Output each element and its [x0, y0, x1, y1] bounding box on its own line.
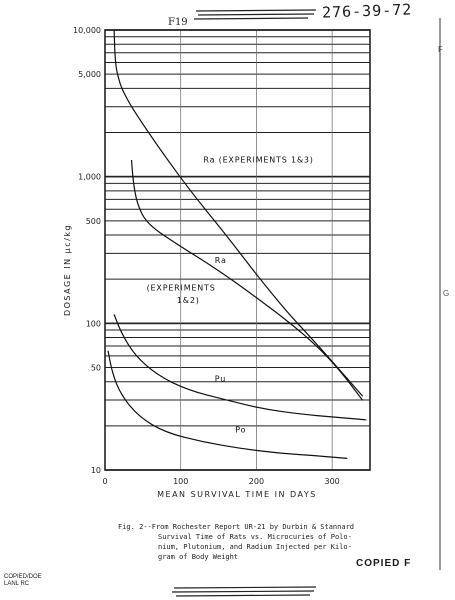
- plot-frame: [104, 29, 371, 471]
- x-tick-label: 300: [325, 477, 340, 486]
- y-axis-ticks: 10 50 100 500 1,000 5,000 10,000: [73, 26, 101, 475]
- series-labels: Ra (EXPERIMENTS 1&3) Ra (EXPERIMENTS 1&2) Pu…: [147, 155, 313, 435]
- margin-mark-corner: F: [438, 45, 443, 54]
- series-annotation: 1&2): [177, 296, 200, 305]
- y-tick-label: 500: [86, 217, 101, 226]
- y-tick-label: 5,000: [78, 70, 101, 79]
- copied-stamp-left: COPIED/DOE LANL RC: [4, 574, 42, 587]
- series-line-1: [130, 159, 364, 401]
- data-series: [107, 29, 367, 459]
- caption-line: Fig. 2--From Rochester Report UR-21 by D…: [118, 523, 355, 531]
- series-line-3: [107, 350, 348, 459]
- x-tick-label: 100: [173, 477, 188, 486]
- y-tick-label: 50: [91, 363, 101, 372]
- y-tick-label: 10,000: [73, 26, 101, 35]
- redaction-stamp-bottom: [171, 586, 317, 597]
- x-tick-label: 0: [102, 477, 107, 486]
- copied-stamp: COPIED F: [356, 558, 412, 569]
- margin-mark-right: G: [443, 289, 449, 298]
- series-annotation: (EXPERIMENTS: [147, 283, 216, 292]
- caption-line: Survival Time of Rats vs. Microcuries of…: [158, 533, 352, 541]
- series-line-2: [113, 314, 367, 421]
- x-tick-label: 200: [249, 477, 264, 486]
- redaction-stamp-top: F19: [168, 9, 317, 28]
- x-axis-ticks: 0 100 200 300: [102, 477, 339, 486]
- y-tick-label: 1,000: [78, 173, 101, 182]
- series-annotation: Ra (EXPERIMENTS 1&3): [203, 155, 313, 164]
- y-tick-label: 100: [86, 319, 101, 328]
- series-annotation: Ra: [215, 256, 227, 265]
- series-annotation: Pu: [215, 375, 226, 384]
- y-tick-label: 10: [91, 466, 101, 475]
- y-axis-label: DOSAGE IN µc/kg: [63, 224, 72, 316]
- figure-caption: Fig. 2--From Rochester Report UR-21 by D…: [118, 522, 438, 562]
- series-annotation: Po: [235, 426, 246, 435]
- caption-line: gram of Body Weight: [158, 553, 239, 561]
- caption-line: nium, Plutonium, and Radium Injected per…: [158, 543, 352, 551]
- series-line-0: [113, 29, 364, 397]
- svg-text:F19: F19: [168, 17, 188, 28]
- x-axis-label: MEAN SURVIVAL TIME IN DAYS: [157, 490, 317, 499]
